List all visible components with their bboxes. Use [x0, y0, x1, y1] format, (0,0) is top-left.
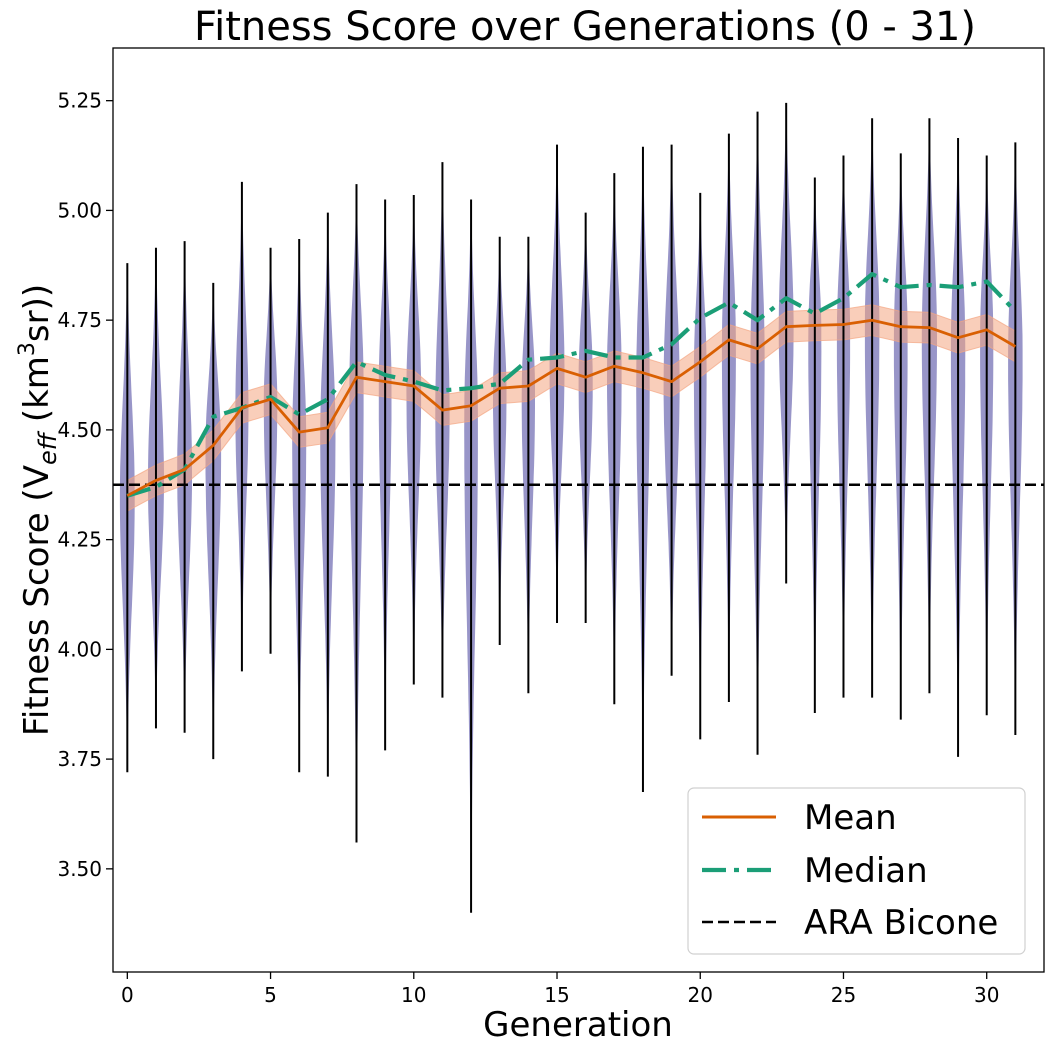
legend-ara-label: ARA Bicone — [804, 903, 998, 943]
x-axis: 0 5 10 15 20 25 30 — [121, 972, 999, 1007]
median-line — [126, 272, 1017, 498]
y-tick-label-1: 3.75 — [57, 747, 102, 771]
x-tick-label-25: 25 — [831, 983, 856, 1007]
y-tick-label-7: 5.25 — [57, 89, 102, 113]
legend-frame — [687, 787, 1026, 955]
mean-line — [126, 318, 1017, 497]
y-axis: 3.50 3.75 4.00 4.25 4.50 4.75 5.00 5.25 — [57, 89, 113, 881]
y-tick-label-6: 5.00 — [57, 198, 102, 222]
x-axis-label: Generation — [483, 1005, 673, 1045]
x-tick-label-0: 0 — [121, 983, 134, 1007]
legend-mean-label: Mean — [804, 798, 897, 838]
legend: Mean Median ARA Bicone — [687, 787, 1026, 955]
legend-median-label: Median — [804, 851, 928, 891]
y-tick-label-4: 4.50 — [57, 418, 102, 442]
x-tick-label-15: 15 — [544, 983, 569, 1007]
y-label-part-b: (km — [17, 356, 57, 433]
x-tick-label-10: 10 — [401, 983, 426, 1007]
y-label-sub: eff — [34, 430, 62, 465]
y-label-part-a: Fitness Score (V — [17, 465, 57, 736]
chart-title: Fitness Score over Generations (0 - 31) — [194, 4, 976, 50]
plot-frame — [112, 47, 1045, 973]
y-tick-label-5: 4.75 — [57, 308, 102, 332]
y-label-sup: 3 — [15, 342, 40, 356]
x-tick-label-5: 5 — [264, 983, 277, 1007]
y-label-part-c: sr)) — [17, 284, 57, 342]
y-tick-label-3: 4.25 — [57, 528, 102, 552]
x-tick-label-30: 30 — [974, 983, 999, 1007]
y-tick-label-2: 4.00 — [57, 637, 102, 661]
plot-area — [113, 102, 1044, 913]
y-tick-label-0: 3.50 — [57, 857, 102, 881]
y-axis-label: Fitness Score (Veff (km3sr)) — [15, 284, 62, 736]
mean-band — [126, 304, 1016, 512]
x-tick-label-20: 20 — [688, 983, 713, 1007]
